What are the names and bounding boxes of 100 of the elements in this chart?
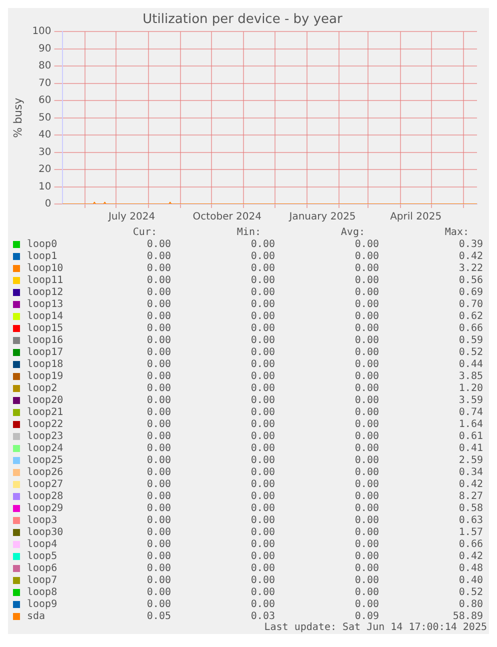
text: 0.00 — [146, 322, 171, 334]
text: 0.00 — [354, 586, 379, 598]
y-tick-label: 40 — [38, 130, 52, 141]
text: 0.00 — [250, 238, 275, 250]
text: 0.00 — [354, 538, 379, 550]
text: 0.66 — [458, 322, 483, 334]
y-tick-label: 80 — [38, 60, 52, 72]
text: 0.00 — [354, 562, 379, 574]
text: 0.00 — [146, 382, 171, 394]
text: Last update: Sat Jun 14 17:00:14 2025 — [263, 622, 488, 634]
text: 3.85 — [458, 370, 483, 382]
x-tick-label: January 2025 — [288, 212, 356, 223]
text: 0.00 — [250, 298, 275, 310]
legend-label: loop12 — [27, 286, 64, 298]
text: 0.00 — [250, 526, 275, 538]
text: 0.05 — [146, 610, 171, 622]
text: 0.00 — [250, 454, 275, 466]
text: 0.00 — [250, 478, 275, 490]
text: 0.00 — [250, 586, 275, 598]
text: 0.00 — [354, 286, 379, 298]
legend-label: loop9 — [27, 598, 58, 610]
text: Cur: — [132, 226, 158, 238]
text: 0.00 — [146, 598, 171, 610]
text: 0.74 — [458, 406, 483, 418]
text: 0.00 — [250, 442, 275, 454]
text: 0.00 — [250, 466, 275, 478]
text: 0.58 — [458, 502, 483, 514]
text: 0.00 — [146, 286, 171, 298]
legend-label: loop27 — [27, 478, 64, 490]
text: 0.00 — [146, 430, 171, 442]
text: 0.00 — [146, 514, 171, 526]
text: 0.00 — [354, 370, 379, 382]
y-axis-title: % busy — [11, 97, 24, 138]
text: 0.00 — [354, 598, 379, 610]
text: 0.00 — [354, 478, 379, 490]
text: 0.00 — [146, 334, 171, 346]
text: 0.00 — [354, 550, 379, 562]
text: 0.00 — [354, 322, 379, 334]
text: 3.59 — [458, 394, 483, 406]
legend-label: loop6 — [27, 562, 58, 574]
legend-label: loop15 — [27, 322, 64, 334]
text: 0.40 — [458, 574, 483, 586]
text: 0.00 — [354, 430, 379, 442]
text: 0.00 — [354, 274, 379, 286]
text: 0.00 — [354, 442, 379, 454]
text: 0.00 — [250, 346, 275, 358]
text: 0.52 — [458, 346, 483, 358]
text: 1.20 — [458, 382, 483, 394]
text: 0.00 — [250, 310, 275, 322]
text: 1.64 — [458, 418, 483, 430]
legend-label: loop11 — [27, 274, 64, 286]
text: 0.00 — [354, 526, 379, 538]
text: 0.00 — [146, 238, 171, 250]
text: 0.70 — [458, 298, 483, 310]
text: 0.00 — [146, 562, 171, 574]
legend-label: loop24 — [27, 442, 64, 454]
text: Avg: — [340, 226, 366, 238]
legend-label: loop21 — [27, 406, 64, 418]
text: Max: — [444, 226, 470, 238]
text: 0.00 — [146, 586, 171, 598]
legend-label: loop4 — [27, 538, 58, 550]
x-tick-label: April 2025 — [390, 212, 442, 223]
legend-label: loop23 — [27, 430, 64, 442]
text: 0.52 — [458, 586, 483, 598]
text: 0.00 — [354, 514, 379, 526]
text: 0.00 — [354, 310, 379, 322]
text: 0.00 — [146, 406, 171, 418]
legend-label: loop26 — [27, 466, 64, 478]
chart-title: Utilization per device - by year — [142, 12, 344, 28]
y-tick-label: 100 — [32, 26, 52, 38]
text: 0.00 — [354, 358, 379, 370]
text: 0.00 — [250, 574, 275, 586]
text: 0.09 — [354, 610, 379, 622]
legend-label: loop30 — [27, 526, 64, 538]
legend-label: loop13 — [27, 298, 64, 310]
text: 0.00 — [146, 478, 171, 490]
text: 0.03 — [250, 610, 275, 622]
text: 0.44 — [458, 358, 483, 370]
y-tick-label: 20 — [38, 164, 52, 176]
text: 0.00 — [250, 334, 275, 346]
text: 0.42 — [458, 250, 483, 262]
text: 0.00 — [146, 466, 171, 478]
text: 0.42 — [458, 478, 483, 490]
text: 0.00 — [250, 502, 275, 514]
text: 0.00 — [146, 418, 171, 430]
text: 0.00 — [146, 502, 171, 514]
text: 0.00 — [354, 334, 379, 346]
legend-label: loop18 — [27, 358, 64, 370]
text: 0.00 — [146, 442, 171, 454]
text: 0.00 — [354, 490, 379, 502]
legend-label: loop0 — [27, 238, 58, 250]
legend-label: sda — [27, 610, 46, 622]
text: 0.00 — [250, 538, 275, 550]
text: 0.00 — [354, 454, 379, 466]
text: 0.00 — [146, 550, 171, 562]
y-tick-label: 0 — [44, 198, 52, 210]
legend-label: loop19 — [27, 370, 64, 382]
text: 0.00 — [146, 454, 171, 466]
legend-label: loop10 — [27, 262, 64, 274]
y-tick-label: 60 — [38, 95, 52, 106]
